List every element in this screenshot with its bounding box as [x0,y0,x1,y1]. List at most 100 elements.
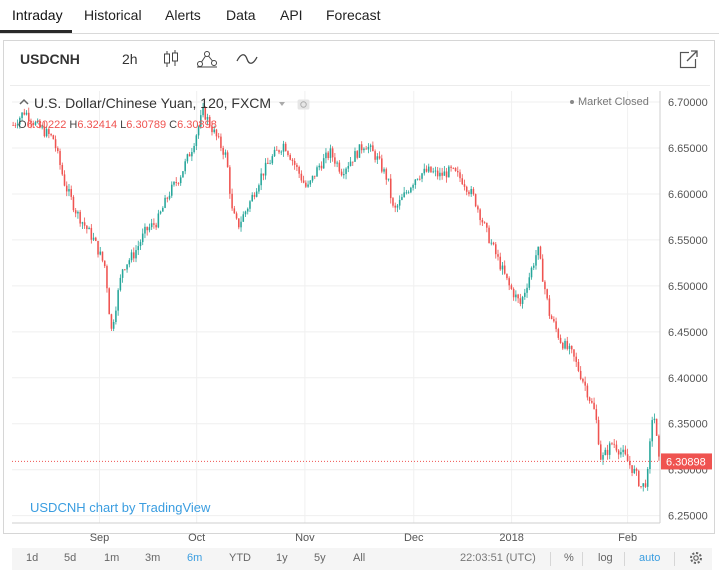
auto-scale-toggle[interactable]: auto [639,552,661,564]
candle-body [249,201,251,209]
candle-body [349,161,352,167]
candle-body [582,378,584,382]
candle-body [25,112,28,115]
symbol-label[interactable]: USDCNH [20,51,80,67]
range-1y[interactable]: 1y [276,552,288,564]
candlestick-icon[interactable] [160,49,182,69]
candle-body [604,449,607,456]
candle-body [524,292,526,297]
tab-data[interactable]: Data [226,7,256,23]
candle-body [588,397,591,401]
range-all[interactable]: All [353,552,366,564]
range-5d[interactable]: 5d [64,552,77,564]
interval-selector[interactable]: 2h [122,51,138,67]
candle-body [121,269,124,278]
candle-body [106,266,108,289]
candle-body [486,222,488,228]
candle-body [112,321,115,329]
percent-scale-toggle[interactable]: % [564,552,574,564]
candle-body [276,149,278,151]
candle-body [39,120,41,128]
y-tick-label: 6.55000 [668,235,708,247]
range-1m[interactable]: 1m [104,552,120,564]
candle-body [387,178,390,180]
candle-body [568,345,571,349]
utc-clock[interactable]: 22:03:51 (UTC) [460,552,536,564]
candle-body [477,206,479,210]
candle-body [197,126,200,136]
tab-historical[interactable]: Historical [84,7,142,23]
candle-body [640,486,642,487]
range-6m[interactable]: 6m [187,552,203,564]
eye-icon[interactable] [297,99,310,110]
candle-body [338,162,341,172]
candle-body [240,221,242,228]
candle-body [494,244,497,255]
log-scale-toggle[interactable]: log [598,552,613,564]
candle-body [445,171,448,178]
x-tick-label: Feb [618,532,637,544]
candle-body [204,107,207,120]
candle-body [193,145,195,153]
divider [582,552,583,566]
tab-alerts[interactable]: Alerts [165,7,201,23]
candle-body [570,345,573,350]
gear-icon[interactable] [688,550,704,566]
candle-body [405,192,408,194]
collapse-arrow-icon[interactable] [18,96,30,108]
range-bar: 1d 5d 1m 3m 6m YTD 1y 5y All 22:03:51 (U… [12,548,712,570]
tab-intraday[interactable]: Intraday [12,7,63,23]
range-1d[interactable]: 1d [26,552,39,564]
chart-title: U.S. Dollar/Chinese Yuan, 120, FXCM [34,95,272,111]
candle-body [296,164,298,167]
candle-body [358,144,361,158]
tab-api[interactable]: API [280,7,303,23]
x-tick-label: Oct [188,532,205,544]
candle-body [557,329,560,338]
y-tick-label: 6.40000 [668,373,708,385]
x-tick-label: Dec [404,532,424,544]
candle-body [626,454,629,462]
candle-body [512,288,515,298]
candle-body [54,139,57,149]
candle-body [184,161,186,172]
tradingview-watermark[interactable]: USDCNH chart by TradingView [30,500,211,515]
candle-body [633,468,636,474]
open-value: 6.30222 [26,119,67,131]
candle-body [376,156,379,160]
indicators-icon[interactable] [196,49,218,69]
candle-body [343,173,345,176]
candle-body [539,246,542,259]
tab-forecast[interactable]: Forecast [326,7,381,23]
popout-icon[interactable] [679,49,699,69]
candle-body [611,443,613,445]
candle-body [434,170,437,172]
candle-body [401,197,403,200]
candle-body [584,381,586,386]
x-tick-label: 2018 [499,532,523,544]
candle-body [608,443,611,455]
candle-body [564,340,566,349]
candle-body [242,214,245,222]
candle-body [32,122,35,125]
candle-body [541,258,544,282]
dropdown-caret-icon[interactable] [278,102,285,107]
range-3m[interactable]: 3m [145,552,161,564]
candle-body [278,150,280,153]
candle-body [340,171,343,176]
y-tick-label: 6.45000 [668,327,708,339]
candle-body [394,205,396,208]
candle-body [642,483,645,487]
range-5y[interactable]: 5y [314,552,326,564]
high-value: 6.32414 [77,119,118,131]
candle-body [267,162,269,164]
candle-body [117,290,119,311]
price-chart[interactable]: 6.70000 6.65000 6.60000 6.55000 6.50000 6.450… [12,91,712,547]
chart-area: 6.70000 6.65000 6.60000 6.55000 6.50000 6.450… [12,91,712,547]
range-ytd[interactable]: YTD [229,552,251,564]
candle-body [548,298,551,316]
candle-body [490,242,493,244]
candle-body [470,189,472,195]
candle-body [282,143,285,152]
compare-icon[interactable] [236,49,258,69]
